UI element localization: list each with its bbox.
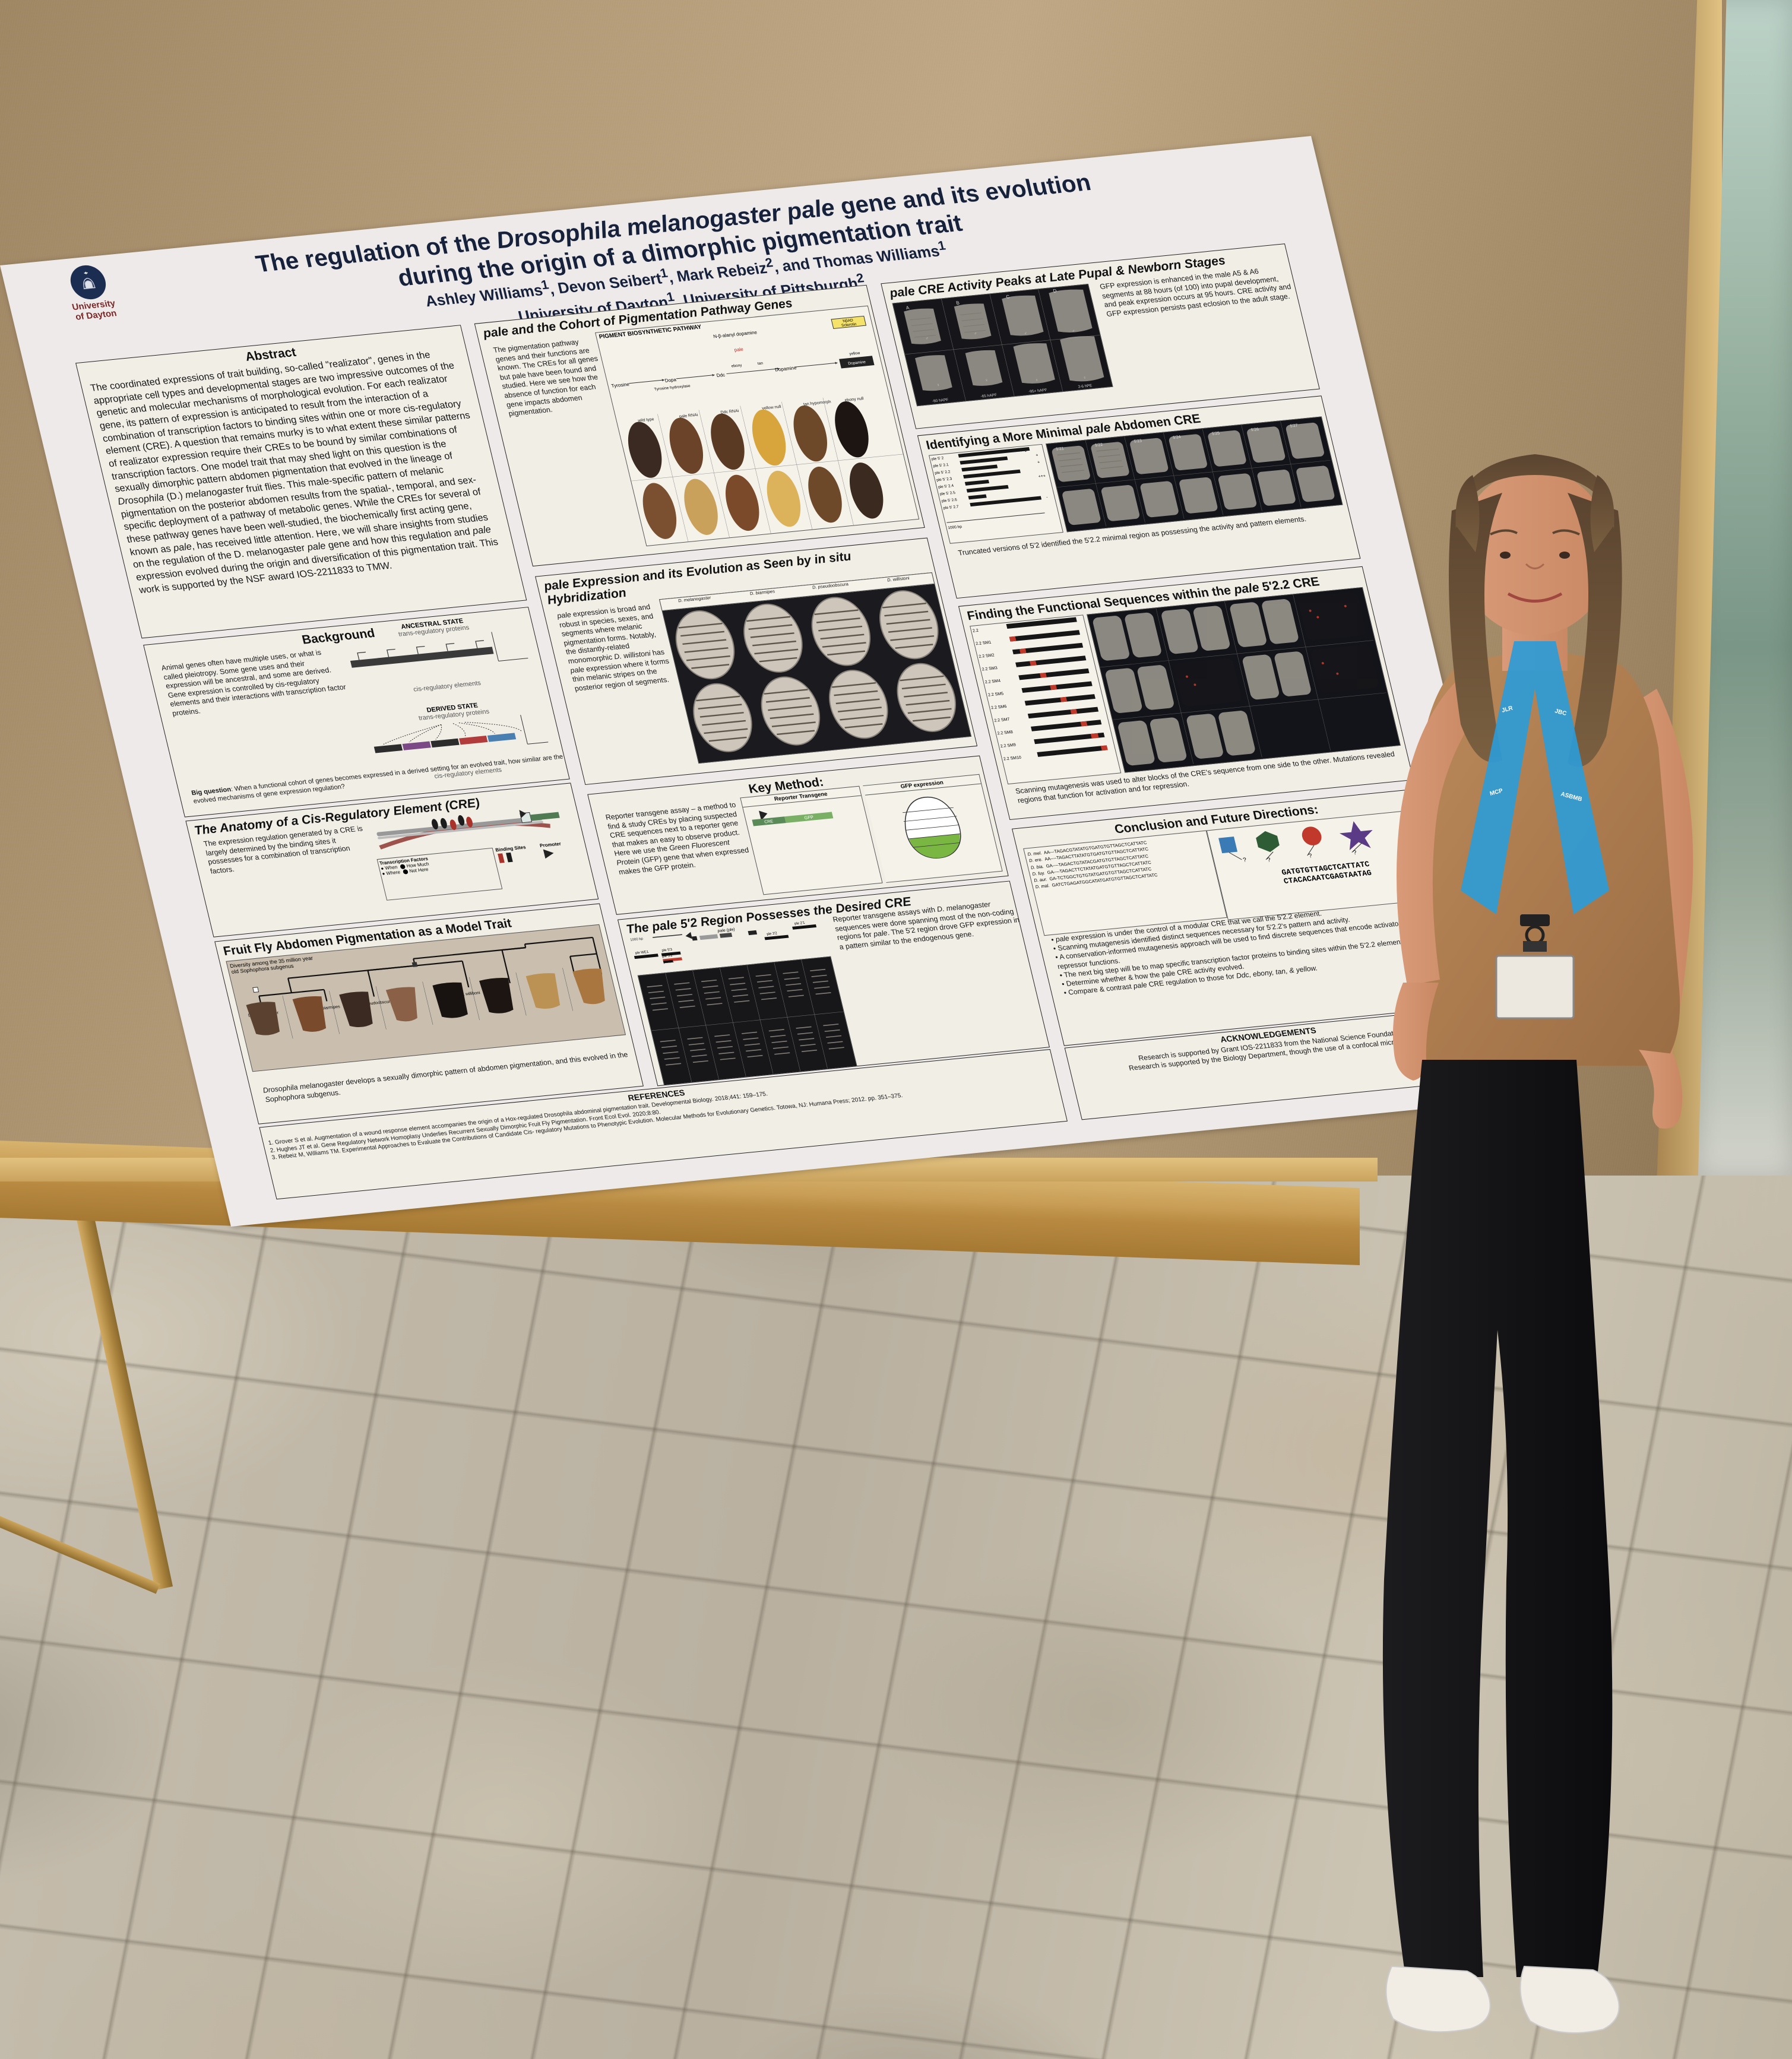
svg-text:2.2 SM7: 2.2 SM7: [994, 717, 1011, 723]
svg-text:ple 2'1: ple 2'1: [794, 921, 805, 926]
svg-text:2.2 SM4: 2.2 SM4: [984, 679, 1001, 685]
svg-text:5'23: 5'23: [1134, 439, 1142, 444]
svg-text:ple 5'3: ple 5'3: [661, 948, 673, 953]
svg-text:ple 5' 2.6: ple 5' 2.6: [941, 498, 958, 503]
svg-text:2.2: 2.2: [973, 629, 979, 633]
svg-text:?: ?: [1267, 857, 1272, 863]
svg-text:5'26: 5'26: [1250, 427, 1259, 432]
svg-text:tan hypomorph: tan hypomorph: [803, 400, 831, 407]
svg-text:2.2 SM2: 2.2 SM2: [979, 653, 995, 658]
svg-text:C: C: [1006, 294, 1011, 299]
svg-text:ple 5'2: ple 5'2: [661, 954, 673, 959]
svg-text:D: D: [1053, 288, 1058, 293]
svg-text:-65 hAPF: -65 hAPF: [980, 393, 998, 399]
svg-text:Tyrosine: Tyrosine: [611, 382, 631, 389]
svg-text:5'22: 5'22: [1095, 443, 1104, 448]
svg-text:ple 5' 2.7: ple 5' 2.7: [943, 505, 960, 510]
svg-text:5'21: 5'21: [1056, 446, 1065, 451]
svg-text:5'24: 5'24: [1173, 435, 1182, 440]
svg-text:A: A: [906, 305, 910, 311]
svg-text:+: +: [1036, 454, 1039, 458]
svg-text:GFP: GFP: [804, 815, 814, 821]
svg-text:2.2 SM8: 2.2 SM8: [997, 730, 1014, 736]
svg-text:5'27: 5'27: [1290, 423, 1299, 428]
svg-text:ple 5' 2.3: ple 5' 2.3: [936, 477, 952, 482]
svg-text:ebony: ebony: [731, 363, 743, 369]
svg-text:-: -: [1046, 495, 1049, 499]
svg-text:Ddc: Ddc: [716, 372, 726, 378]
svg-text:ple 5' 2.5: ple 5' 2.5: [939, 491, 956, 496]
svg-text:?: ?: [1242, 857, 1248, 863]
svg-text:5'25: 5'25: [1212, 431, 1221, 436]
svg-text:-80 hAPF: -80 hAPF: [932, 398, 949, 404]
svg-text:1000 bp: 1000 bp: [630, 937, 644, 942]
svg-text:pale: pale: [734, 347, 745, 353]
svg-text:2.2 SM1: 2.2 SM1: [976, 641, 992, 646]
svg-text:B: B: [955, 300, 960, 306]
svg-text:-95+ hAPF: -95+ hAPF: [1028, 388, 1048, 394]
svg-text:yellow: yellow: [849, 351, 861, 356]
svg-text:2.2 SM9: 2.2 SM9: [1000, 743, 1017, 749]
svg-text:2.2 SM3: 2.2 SM3: [982, 666, 998, 671]
svg-text:Sclerotin: Sclerotin: [841, 322, 857, 328]
svg-text:ple 3'2: ple 3'2: [767, 932, 778, 936]
svg-text:ple 5' 2: ple 5' 2: [931, 456, 945, 461]
svg-text:Dopa: Dopa: [664, 377, 677, 384]
svg-text:2.2 SM10: 2.2 SM10: [1003, 756, 1021, 762]
svg-text:tan: tan: [757, 361, 764, 366]
svg-text:+++: +++: [1038, 474, 1046, 479]
svg-text:ple 5' 2.2: ple 5' 2.2: [935, 470, 951, 475]
svg-text:Typical Gene: Typical Gene: [563, 803, 571, 809]
svg-text:N-β-alanyl dopamine: N-β-alanyl dopamine: [713, 330, 758, 339]
svg-text:?: ?: [1308, 853, 1313, 859]
svg-text:ple WE1: ple WE1: [635, 951, 650, 955]
svg-text:pale (ple): pale (ple): [717, 927, 736, 933]
svg-text:+: +: [1037, 460, 1040, 464]
svg-text:2-6 hPE: 2-6 hPE: [1078, 384, 1093, 389]
svg-text:2.2 SM5: 2.2 SM5: [987, 692, 1004, 697]
svg-text:CRE: CRE: [764, 819, 774, 824]
svg-text:ple 5' 2.4: ple 5' 2.4: [938, 484, 954, 489]
svg-text:Tyrosine hydroxylase: Tyrosine hydroxylase: [654, 384, 691, 392]
svg-text:2.2 SM6: 2.2 SM6: [991, 705, 1008, 710]
svg-text:ple 5' 2.1: ple 5' 2.1: [933, 463, 949, 468]
svg-text:1000 bp: 1000 bp: [948, 525, 963, 530]
